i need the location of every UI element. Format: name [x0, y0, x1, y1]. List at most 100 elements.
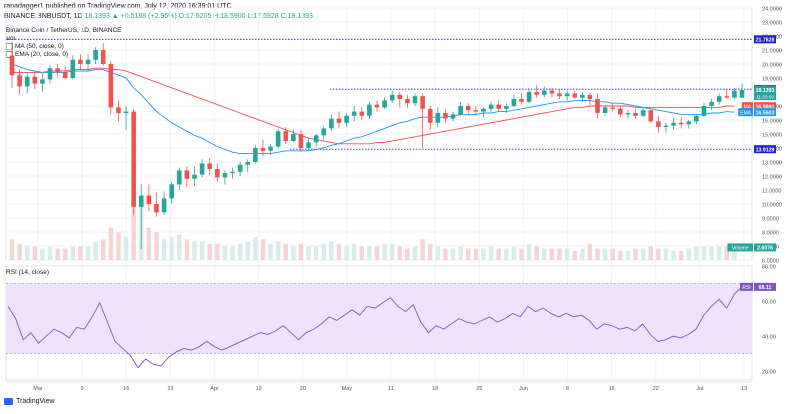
volume-bar	[367, 246, 372, 260]
candle-body	[100, 50, 106, 64]
volume-bar	[215, 243, 220, 260]
x-tick-label: 13	[256, 386, 262, 392]
volume-bar	[344, 246, 349, 260]
candle-body	[131, 111, 136, 207]
volume-bar	[283, 243, 288, 260]
volume-bar	[481, 248, 486, 260]
candle-body	[374, 104, 380, 108]
volume-bar	[154, 232, 159, 260]
volume-bar	[686, 248, 691, 260]
volume-bar	[496, 248, 501, 260]
candle-body	[176, 170, 182, 185]
price-badge-label: 16.5603	[756, 110, 775, 116]
candle-body	[564, 93, 570, 97]
ema20-line	[11, 63, 735, 155]
candle-body	[412, 96, 418, 104]
rsi-tick-label: 20.00	[762, 370, 776, 376]
price-badges: 21.762818.200013.9129RSI68.1118.139311:2…	[727, 35, 776, 291]
volume-bar	[230, 246, 235, 260]
tradingview-logo[interactable]: TradingView	[4, 398, 55, 405]
candle-body	[450, 114, 456, 119]
symbol-line: BINANCE:BNBUSDT, 1D 18.1393 ▲ +0.5188 (+…	[4, 13, 313, 20]
candle-body	[405, 99, 410, 104]
volume-bar	[17, 243, 22, 260]
candle-body	[275, 131, 281, 147]
volume-bar	[511, 246, 517, 260]
price-tag	[741, 102, 753, 111]
volume-bar	[443, 248, 448, 260]
volume-bar	[428, 243, 433, 260]
rsi-legend[interactable]: RSI (14, close)	[6, 269, 49, 276]
level-label: 13.9129	[756, 147, 775, 153]
candle-body	[701, 106, 707, 116]
volume-bar	[694, 246, 699, 260]
volume-bar	[564, 248, 570, 260]
candle-body	[199, 163, 205, 175]
volume-bar	[192, 241, 197, 260]
candle-body	[496, 104, 501, 109]
volume-bar	[716, 246, 722, 260]
x-tick-label: 13	[741, 386, 747, 392]
y-tick-label: 24.0000	[762, 7, 782, 13]
candle-body	[549, 90, 555, 94]
price-badge-label: 18.1393	[756, 88, 775, 94]
y-tick-label: 9.0000	[762, 217, 779, 223]
rsi-value-label: 68.11	[759, 285, 772, 291]
candle-body	[519, 99, 524, 102]
candle-body	[534, 92, 539, 95]
x-tick-label: 11	[388, 386, 394, 392]
price-badge-time: 11:20:59	[756, 95, 774, 100]
price-tag	[738, 108, 753, 117]
price-tag-label: Volume	[732, 246, 749, 252]
ma50-line	[12, 67, 735, 145]
volume-bar	[625, 250, 631, 260]
x-tick-label: May	[342, 386, 353, 392]
x-tick-label: 18	[432, 386, 438, 392]
candle-body	[230, 171, 235, 174]
volume-bar	[291, 246, 296, 260]
x-tick-label: 8	[566, 386, 569, 392]
vol-label: Vol	[6, 35, 16, 42]
candle-body	[427, 108, 433, 123]
candle-body	[222, 173, 228, 178]
volume-bar	[542, 248, 547, 260]
x-tick-label: 9	[81, 386, 84, 392]
candle-body	[724, 96, 730, 98]
candle-body	[656, 121, 661, 127]
volume-bar	[329, 241, 334, 260]
price-badge	[754, 243, 776, 252]
candle-body	[739, 90, 745, 98]
volume-bar	[656, 248, 661, 260]
candle-body	[40, 79, 45, 84]
volume-bar	[618, 250, 623, 260]
volume-bar	[336, 243, 342, 260]
candle-body	[602, 107, 608, 113]
candle-body	[336, 118, 342, 123]
candle-body	[116, 107, 121, 113]
rsi-tick-label: 80.00	[762, 265, 776, 271]
volume-bar	[237, 243, 243, 260]
publisher-line: ranadagger1 published on TradingView.com…	[4, 3, 232, 10]
volume-bar	[587, 243, 593, 260]
volume-bar	[78, 246, 83, 260]
y-tick-label: 11.0000	[762, 189, 781, 195]
y-tick-label: 21.0000	[762, 49, 782, 55]
candle-body	[93, 50, 98, 60]
rsi-panel	[6, 283, 752, 369]
x-tick-label: Mar	[33, 386, 43, 392]
candle-body	[465, 106, 471, 111]
volume-bar	[298, 243, 304, 260]
volume-bar	[306, 246, 311, 260]
volume-bars	[9, 200, 737, 260]
candle-body	[321, 128, 327, 136]
candle-body	[32, 76, 38, 84]
volume-bar	[534, 246, 539, 260]
candle-body	[237, 164, 243, 172]
candle-body	[306, 142, 311, 148]
x-tick-label: 16	[123, 386, 129, 392]
x-tick-label: 25	[476, 386, 482, 392]
candle-body	[78, 59, 83, 64]
volume-bar	[504, 248, 509, 260]
volume-bar	[724, 246, 729, 260]
